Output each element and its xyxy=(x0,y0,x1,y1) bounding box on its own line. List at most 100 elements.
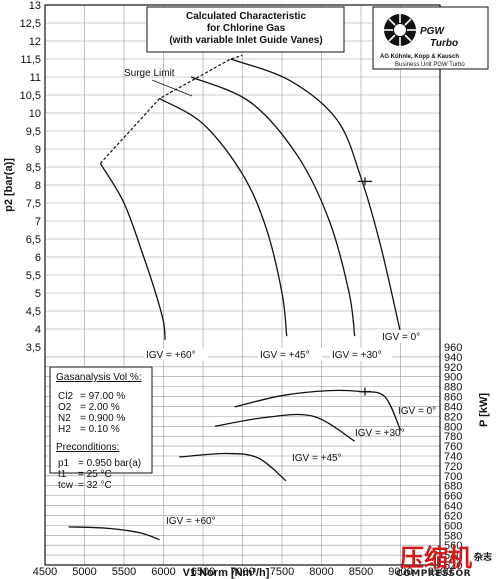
y-bottom-tick-label: 580 xyxy=(444,530,462,542)
y-top-tick-label: 12,5 xyxy=(20,18,41,30)
gas-row-1-val: = 2.00 % xyxy=(80,402,120,413)
logo-brand: PGW xyxy=(420,26,445,37)
y-bottom-tick-label: 680 xyxy=(444,481,462,493)
surge-leader xyxy=(151,79,193,97)
x-tick-label: 6500 xyxy=(191,566,215,578)
gas-row-3-val: = 0.10 % xyxy=(80,424,120,435)
x-tick-label: 9500 xyxy=(428,566,452,578)
surge-limit-line xyxy=(99,54,243,164)
y-top-tick-label: 9 xyxy=(35,144,41,156)
x-tick-label: 7000 xyxy=(230,566,254,578)
x-axis-label: V1 Norm [Nm³/h] xyxy=(183,567,270,579)
label-w-igv60: IGV = +60° xyxy=(166,516,216,527)
x-tick-label: 9000 xyxy=(388,566,412,578)
y-top-tick-label: 8 xyxy=(35,180,41,192)
logo-mark-icon xyxy=(384,14,416,46)
pressure-curve-1 xyxy=(159,98,288,337)
y-bottom-tick-label: 900 xyxy=(444,372,462,384)
power-curve-0 xyxy=(68,526,160,541)
x-tick-label: 5000 xyxy=(72,566,96,578)
y-axis-label-bottom: P [kW] xyxy=(478,393,490,427)
y-top-tick-label: 7,5 xyxy=(26,198,41,210)
pressure-curve-3 xyxy=(230,58,402,333)
y-top-tick-label: 9,5 xyxy=(26,126,41,138)
gas-analysis-title: Gasanalysis Vol %: xyxy=(56,372,142,383)
y-bottom-tick-label: 880 xyxy=(444,382,462,394)
power-curve-3 xyxy=(234,389,402,431)
y-axis-label-top: p2 [bar(a)] xyxy=(3,158,15,212)
label-p-igv45: IGV = +45° xyxy=(260,350,310,361)
gas-row-2-comp: N2 xyxy=(58,413,71,424)
y-bottom-tick-label: 620 xyxy=(444,510,462,522)
plot-frame xyxy=(44,4,441,566)
pressure-curve-0 xyxy=(99,163,166,340)
y-top-tick-label: 8,5 xyxy=(26,162,41,174)
y-bottom-tick-label: 860 xyxy=(444,392,462,404)
y-top-tick-label: 10 xyxy=(29,108,41,120)
pressure-labels: IGV = +60° IGV = +45° IGV = +30° IGV = 0… xyxy=(144,330,436,361)
x-tick-label: 6000 xyxy=(151,566,175,578)
y-bottom-tick-label: 800 xyxy=(444,421,462,433)
y-bottom-tick-label: 720 xyxy=(444,461,462,473)
precond-1-val: = 25 °C xyxy=(78,469,112,480)
y-top-tick-label: 13 xyxy=(29,0,41,12)
y-bottom-tick-label: 520 xyxy=(444,560,462,572)
power-curve-2 xyxy=(214,413,356,442)
gas-row-3-comp: H2 xyxy=(58,424,71,435)
logo-unit: Business Unit PGW Turbo xyxy=(395,62,465,68)
x-tick-label: 8000 xyxy=(309,566,333,578)
power-curve-1 xyxy=(179,452,287,482)
chart-subtitle-2: (with variable Inlet Guide Vanes) xyxy=(169,35,322,46)
y-bottom-tick-label: 600 xyxy=(444,520,462,532)
precond-2-val: = 32 °C xyxy=(78,480,112,491)
y-bottom-tick-label: 700 xyxy=(444,471,462,483)
y-top-tick-label: 10,5 xyxy=(20,90,41,102)
x-tick-label: 8500 xyxy=(349,566,373,578)
precond-0-name: p1 xyxy=(58,458,70,469)
logo-brand-2: Turbo xyxy=(430,38,458,49)
y-bottom-tick-label: 940 xyxy=(444,352,462,364)
y-bottom-tick-label: 920 xyxy=(444,362,462,374)
curves xyxy=(68,54,402,541)
y-bottom-tick-label: 540 xyxy=(444,550,462,562)
label-p-igv60: IGV = +60° xyxy=(146,350,196,361)
precond-title: Preconditions: xyxy=(56,442,119,453)
watermark: 压缩机 杂志 COMPRESSOR xyxy=(396,544,492,579)
label-p-igv30: IGV = +30° xyxy=(332,350,382,361)
points xyxy=(357,177,372,396)
gas-row-0-val: = 97.00 % xyxy=(80,391,125,402)
y-top-tick-label: 3,5 xyxy=(26,342,41,354)
chart-title: Calculated Characteristic xyxy=(186,11,306,22)
pressure-curve-2 xyxy=(190,76,356,337)
chart-subtitle: for Chlorine Gas xyxy=(207,23,286,34)
x-tick-label: 4500 xyxy=(33,566,57,578)
precond-0-val: = 0.950 bar(a) xyxy=(78,458,141,469)
label-w-igv30: IGV = +30° xyxy=(355,428,405,439)
y-bottom-tick-label: 740 xyxy=(444,451,462,463)
label-p-igv0: IGV = 0° xyxy=(382,332,420,343)
power-labels: IGV = 0° IGV = +30° IGV = +45° IGV = +60… xyxy=(166,406,436,527)
label-w-igv45: IGV = +45° xyxy=(292,453,342,464)
surge-label: Surge Limit xyxy=(124,68,175,79)
watermark-cn-small: 杂志 xyxy=(474,551,492,563)
gas-row-2-val: = 0.900 % xyxy=(80,413,125,424)
y-top-tick-label: 11,5 xyxy=(20,54,41,66)
y-top-tick-label: 11 xyxy=(30,72,41,84)
gas-row-1-comp: O2 xyxy=(58,402,72,413)
y-bottom-tick-label: 780 xyxy=(444,431,462,443)
title-box xyxy=(146,6,345,53)
y-bottom-tick-label: 760 xyxy=(444,441,462,453)
y-bottom-tick-label: 840 xyxy=(444,401,462,413)
gas-row-0-comp: Cl2 xyxy=(58,391,73,402)
grid xyxy=(44,5,441,565)
logo: PGW Turbo AG Kühnle, Kopp & Kausch Busin… xyxy=(372,6,489,70)
tick-labels: 4500 5000 5500 6000 6500 7000 7500 8000 8500 9000… xyxy=(20,0,463,578)
y-top-tick-label: 6,5 xyxy=(26,234,41,246)
y-bottom-tick-label: 820 xyxy=(444,411,462,423)
y-top-tick-label: 5,5 xyxy=(26,270,41,282)
y-top-tick-label: 6 xyxy=(35,252,41,264)
gas-analysis-box: Gasanalysis Vol %: Cl2 = 97.00 % O2 = 2.… xyxy=(49,366,153,491)
y-top-tick-label: 12 xyxy=(29,36,41,48)
